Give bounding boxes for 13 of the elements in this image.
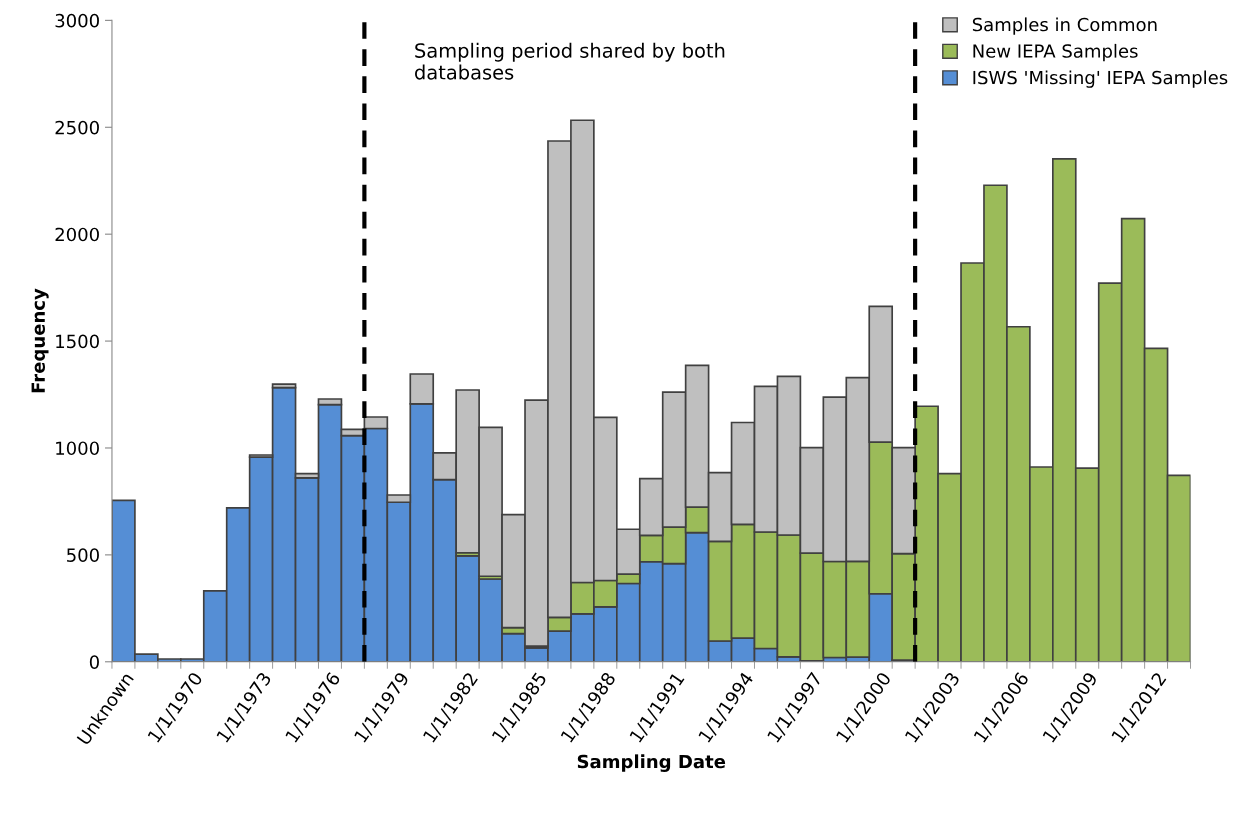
y-tick-label: 500: [67, 548, 99, 562]
x-axis-title: Sampling Date: [577, 754, 726, 772]
y-tick-label: 2500: [55, 120, 99, 135]
y-tick-label: 0: [89, 655, 99, 669]
y-tick-label: 2000: [55, 227, 99, 242]
y-tick-label: 1500: [56, 334, 99, 349]
y-axis-title: Frequency: [31, 288, 49, 393]
y-tick-label: 1000: [56, 441, 99, 456]
legend-label: ISWS 'Missing' IEPA Samples: [973, 70, 1228, 88]
legend-label: New IEPA Samples: [973, 43, 1138, 62]
annotation: Sampling period shared by both databases: [415, 42, 725, 80]
legend-label: Samples in Common: [972, 17, 1157, 35]
y-tick-label: 3000: [55, 13, 99, 28]
